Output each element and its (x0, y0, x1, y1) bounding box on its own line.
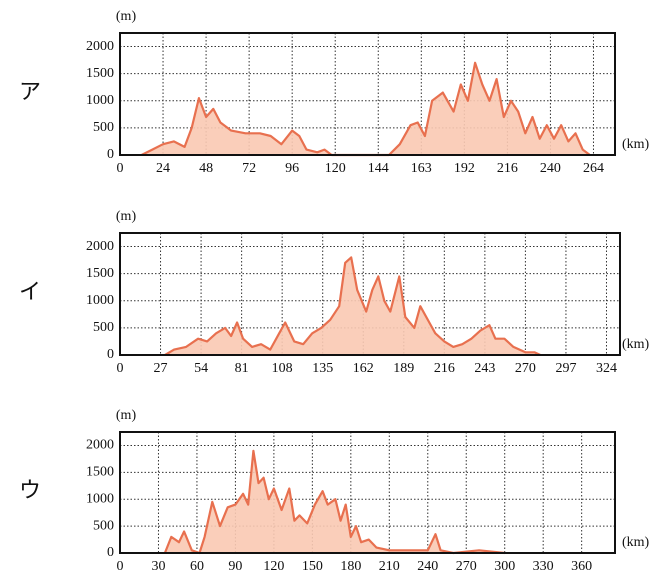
y-tick-label: 500 (93, 518, 114, 533)
x-tick-label: 192 (454, 161, 475, 176)
x-axis-label: (km) (622, 535, 650, 550)
x-tick-label: 120 (263, 559, 284, 574)
elevation-area (165, 257, 541, 355)
x-tick-label: 48 (199, 161, 213, 176)
y-tick-label: 0 (107, 545, 114, 560)
elevation-line (163, 449, 505, 555)
y-tick-label: 1000 (86, 293, 114, 308)
y-tick-label: 500 (93, 120, 114, 135)
elevation-area (164, 450, 505, 553)
plot-frame (119, 32, 616, 156)
y-tick-label: 1000 (86, 93, 114, 108)
plot-background (120, 432, 615, 553)
x-tick-label: 264 (583, 161, 604, 176)
y-tick-label: 2000 (86, 39, 114, 54)
panel-label: ア (19, 79, 41, 104)
x-tick-label: 180 (340, 559, 361, 574)
x-tick-label: 0 (117, 361, 124, 376)
x-tick-label: 0 (117, 161, 124, 176)
y-tick-label: 1500 (86, 266, 114, 281)
y-tick-label: 0 (107, 347, 114, 362)
y-tick-label: 2000 (86, 239, 114, 254)
x-tick-label: 297 (555, 361, 576, 376)
x-tick-label: 27 (154, 361, 168, 376)
x-tick-label: 24 (156, 161, 170, 176)
elevation-line (141, 61, 591, 157)
x-tick-label: 240 (540, 161, 561, 176)
panel-label: ウ (19, 478, 41, 503)
x-tick-label: 54 (194, 361, 208, 376)
x-tick-label: 144 (368, 161, 389, 176)
x-tick-label: 60 (190, 559, 204, 574)
x-tick-label: 72 (242, 161, 256, 176)
x-tick-label: 163 (411, 161, 432, 176)
y-axis-label: (m) (116, 9, 137, 24)
y-tick-label: 1000 (86, 491, 114, 506)
elevation-line (164, 256, 541, 357)
x-tick-label: 120 (325, 161, 346, 176)
plot-frame (119, 431, 616, 554)
x-tick-label: 81 (235, 361, 249, 376)
elevation-area (141, 62, 590, 155)
x-tick-label: 324 (596, 361, 617, 376)
x-tick-label: 150 (302, 559, 323, 574)
x-tick-label: 0 (117, 559, 124, 574)
panel-label: イ (19, 279, 41, 304)
x-axis-label: (km) (622, 137, 650, 152)
y-axis-label: (m) (116, 209, 137, 224)
plot-frame (119, 232, 621, 356)
x-tick-label: 270 (515, 361, 536, 376)
x-tick-label: 216 (434, 361, 455, 376)
x-tick-label: 210 (379, 559, 400, 574)
x-tick-label: 189 (393, 361, 414, 376)
y-tick-label: 1500 (86, 465, 114, 480)
x-tick-label: 300 (494, 559, 515, 574)
x-tick-label: 108 (272, 361, 293, 376)
x-tick-label: 162 (353, 361, 374, 376)
y-tick-label: 500 (93, 320, 114, 335)
x-tick-label: 96 (285, 161, 299, 176)
x-tick-label: 135 (312, 361, 333, 376)
x-tick-label: 30 (151, 559, 165, 574)
x-tick-label: 243 (474, 361, 495, 376)
y-tick-label: 1500 (86, 66, 114, 81)
x-tick-label: 330 (533, 559, 554, 574)
x-tick-label: 360 (571, 559, 592, 574)
x-tick-label: 240 (417, 559, 438, 574)
x-tick-label: 90 (228, 559, 242, 574)
y-tick-label: 0 (107, 147, 114, 162)
x-tick-label: 216 (497, 161, 518, 176)
x-tick-label: 270 (456, 559, 477, 574)
x-axis-label: (km) (622, 337, 650, 352)
y-axis-label: (m) (116, 408, 137, 423)
y-tick-label: 2000 (86, 438, 114, 453)
